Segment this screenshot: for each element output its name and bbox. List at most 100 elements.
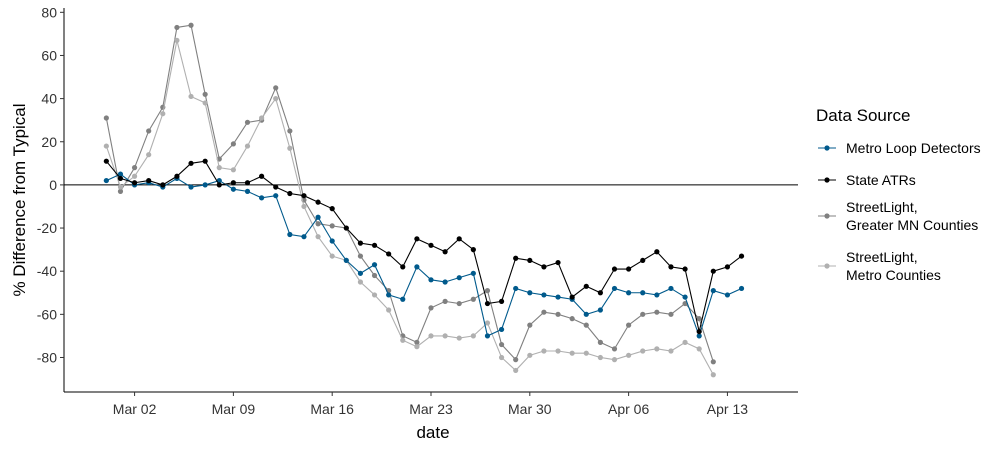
- data-point-streetlight-greater-mn-counties: [597, 339, 603, 345]
- data-point-metro-loop-detectors: [315, 214, 321, 220]
- data-point-metro-loop-detectors: [555, 294, 561, 300]
- data-point-streetlight-metro-counties: [626, 352, 632, 358]
- data-point-streetlight-greater-mn-counties: [456, 300, 462, 307]
- data-point-streetlight-greater-mn-counties: [414, 339, 420, 345]
- data-point-streetlight-greater-mn-counties: [527, 322, 533, 328]
- data-point-metro-loop-detectors: [597, 307, 603, 313]
- data-point-streetlight-greater-mn-counties: [541, 309, 547, 315]
- data-point-state-atrs: [315, 199, 321, 205]
- data-point-streetlight-greater-mn-counties: [146, 128, 152, 134]
- y-tick-label: 60: [41, 47, 57, 63]
- data-point-metro-loop-detectors: [244, 188, 251, 194]
- data-point-metro-loop-detectors: [428, 277, 434, 283]
- data-point-streetlight-metro-counties: [414, 344, 420, 350]
- data-point-state-atrs: [357, 240, 364, 246]
- x-tick-label: Mar 09: [212, 401, 256, 417]
- y-tick-label: -40: [37, 263, 57, 279]
- data-point-metro-loop-detectors: [640, 290, 646, 296]
- data-point-state-atrs: [513, 255, 519, 261]
- data-point-streetlight-metro-counties: [555, 348, 561, 354]
- data-point-metro-loop-detectors: [541, 292, 547, 298]
- data-point-state-atrs: [301, 193, 307, 199]
- x-tick-label: Apr 13: [707, 401, 748, 417]
- data-point-metro-loop-detectors: [654, 292, 660, 298]
- data-point-streetlight-greater-mn-counties: [583, 322, 589, 328]
- data-point-streetlight-greater-mn-counties: [611, 346, 618, 352]
- data-point-state-atrs: [484, 300, 491, 307]
- data-point-metro-loop-detectors: [343, 257, 349, 264]
- data-point-state-atrs: [329, 206, 335, 212]
- data-point-metro-loop-detectors: [386, 292, 392, 298]
- data-point-streetlight-greater-mn-counties: [230, 141, 236, 147]
- data-point-state-atrs: [202, 158, 208, 164]
- data-point-metro-loop-detectors: [710, 288, 716, 294]
- data-point-metro-loop-detectors: [287, 231, 293, 238]
- y-tick-label: 80: [41, 4, 57, 20]
- legend-label: Metro Counties: [846, 267, 941, 283]
- data-point-streetlight-greater-mn-counties: [287, 128, 293, 134]
- data-point-state-atrs: [696, 328, 702, 335]
- data-point-state-atrs: [724, 264, 731, 270]
- x-tick-label: Mar 16: [310, 401, 354, 417]
- data-point-state-atrs: [470, 247, 476, 253]
- data-point-streetlight-metro-counties: [259, 115, 265, 121]
- data-point-streetlight-greater-mn-counties: [498, 341, 505, 348]
- legend-entry-streetlight-metro-counties: StreetLight, Metro Counties: [818, 249, 941, 283]
- data-point-metro-loop-detectors: [301, 234, 307, 240]
- data-point-metro-loop-detectors: [682, 294, 688, 300]
- data-point-state-atrs: [583, 283, 589, 289]
- legend-entry-metro-loop-detectors: Metro Loop Detectors: [818, 140, 981, 156]
- data-point-state-atrs: [244, 180, 251, 186]
- data-point-streetlight-greater-mn-counties: [357, 253, 364, 259]
- data-point-streetlight-metro-counties: [174, 37, 180, 43]
- data-point-streetlight-metro-counties: [611, 357, 618, 363]
- data-point-streetlight-metro-counties: [357, 279, 364, 285]
- y-tick-label: 0: [49, 177, 57, 193]
- data-point-streetlight-greater-mn-counties: [569, 316, 575, 322]
- legend-entry-streetlight-greater-mn-counties: StreetLight, Greater MN Counties: [818, 199, 978, 233]
- data-point-streetlight-greater-mn-counties: [371, 272, 378, 279]
- data-point-streetlight-metro-counties: [682, 339, 688, 345]
- data-point-state-atrs: [541, 264, 547, 270]
- data-point-state-atrs: [527, 257, 533, 264]
- data-point-metro-loop-detectors: [442, 279, 448, 285]
- data-point-state-atrs: [343, 225, 349, 231]
- y-tick-label: -80: [37, 349, 57, 365]
- legend-label: StreetLight,: [846, 249, 918, 265]
- data-point-streetlight-metro-counties: [315, 234, 321, 240]
- data-point-streetlight-metro-counties: [428, 333, 434, 339]
- data-point-metro-loop-detectors: [724, 292, 731, 298]
- data-point-state-atrs: [668, 264, 674, 270]
- data-point-streetlight-greater-mn-counties: [273, 85, 279, 91]
- data-point-streetlight-metro-counties: [146, 152, 152, 158]
- data-point-streetlight-metro-counties: [202, 100, 208, 106]
- data-point-state-atrs: [442, 249, 448, 255]
- data-point-state-atrs: [273, 184, 279, 190]
- data-point-streetlight-metro-counties: [710, 372, 716, 378]
- data-point-metro-loop-detectors: [668, 285, 674, 292]
- data-point-state-atrs: [131, 180, 138, 186]
- data-point-state-atrs: [640, 257, 646, 264]
- data-point-streetlight-greater-mn-counties: [315, 221, 321, 227]
- data-point-metro-loop-detectors: [738, 285, 745, 292]
- data-point-streetlight-metro-counties: [131, 173, 138, 179]
- data-point-metro-loop-detectors: [484, 333, 491, 339]
- data-point-streetlight-metro-counties: [160, 111, 166, 117]
- data-point-metro-loop-detectors: [117, 171, 124, 177]
- data-point-streetlight-greater-mn-counties: [696, 316, 702, 322]
- data-point-state-atrs: [188, 160, 194, 166]
- series-line-streetlight-greater-mn-counties: [105, 24, 714, 362]
- legend: Data Source Metro Loop Detectors State AT…: [816, 106, 981, 283]
- data-point-state-atrs: [117, 175, 124, 182]
- data-point-streetlight-greater-mn-counties: [484, 288, 491, 294]
- data-point-streetlight-metro-counties: [541, 348, 547, 354]
- plot-area: [64, 22, 798, 378]
- data-point-state-atrs: [428, 242, 434, 248]
- series-line-metro-loop-detectors: [106, 173, 742, 338]
- data-point-streetlight-greater-mn-counties: [640, 311, 646, 317]
- data-point-state-atrs: [414, 236, 420, 242]
- data-point-streetlight-greater-mn-counties: [513, 357, 519, 363]
- data-point-state-atrs: [174, 173, 180, 179]
- data-point-state-atrs: [216, 182, 222, 188]
